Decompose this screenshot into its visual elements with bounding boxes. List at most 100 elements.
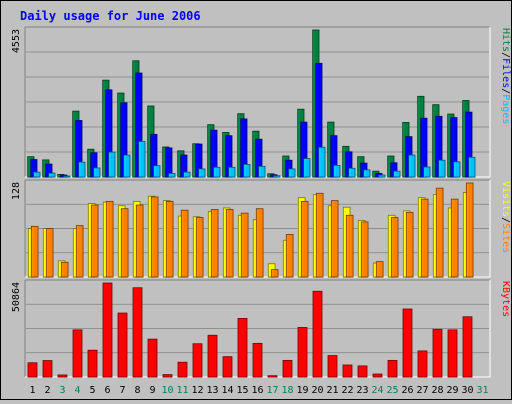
bar-sites-day-17-highlight <box>272 270 273 276</box>
x-label-day-20: 20 <box>311 385 323 396</box>
bar-visits-day-22-highlight <box>344 208 345 277</box>
x-label-day-30: 30 <box>461 385 473 396</box>
bar-sites-day-5-highlight <box>92 206 93 277</box>
bar-kbytes-day-1-highlight <box>29 363 31 376</box>
bar-pages-day-22-highlight <box>349 169 350 177</box>
bar-visits-day-2-highlight <box>44 229 45 276</box>
bar-pages-day-15-highlight <box>244 165 245 177</box>
bar-sites-day-25-highlight <box>392 218 393 276</box>
x-label-day-10: 10 <box>161 385 173 396</box>
x-label-day-9: 9 <box>149 385 155 396</box>
x-label-day-2: 2 <box>44 385 50 396</box>
bar-visits-day-23-highlight <box>359 221 360 277</box>
bar-hits-day-21-highlight <box>328 123 329 177</box>
bar-pages-day-20-highlight <box>319 148 320 177</box>
bar-kbytes-day-29-highlight <box>449 330 451 376</box>
bar-files-day-8-highlight <box>136 74 137 177</box>
bar-hits-day-1-highlight <box>28 157 29 176</box>
bar-sites-day-2-highlight <box>47 229 48 276</box>
x-label-day-12: 12 <box>191 385 203 396</box>
bar-files-day-6-highlight <box>106 90 107 176</box>
bar-hits-day-2-highlight <box>43 160 44 176</box>
bar-visits-day-30-highlight <box>464 193 465 276</box>
x-label-day-31: 31 <box>476 385 488 396</box>
bar-pages-day-12-highlight <box>199 169 200 176</box>
bar-hits-day-15-highlight <box>238 114 239 176</box>
bar-visits-day-16-highlight <box>254 220 255 276</box>
legend-item: Sites <box>500 223 511 253</box>
bar-visits-day-9-highlight <box>149 197 150 277</box>
bar-visits-day-28-highlight <box>434 195 435 276</box>
bar-pages-day-24-highlight <box>379 176 380 177</box>
bar-sites-day-27-highlight <box>422 200 423 277</box>
bar-files-day-5-highlight <box>91 153 92 176</box>
bar-files-day-14-highlight <box>226 136 227 176</box>
bar-files-day-30-highlight <box>466 113 467 177</box>
bar-visits-day-5-highlight <box>89 204 90 276</box>
bar-files-day-11-highlight <box>181 156 182 177</box>
x-label-day-18: 18 <box>281 385 293 396</box>
bar-hits-day-24-highlight <box>373 172 374 177</box>
bar-kbytes-day-28-highlight <box>434 330 436 377</box>
bar-sites-day-16-highlight <box>257 209 258 276</box>
bar-sites-day-24-highlight <box>377 262 378 276</box>
bar-kbytes-day-9-highlight <box>149 340 151 377</box>
bar-visits-day-12-highlight <box>194 217 195 276</box>
x-label-day-17: 17 <box>266 385 278 396</box>
bar-kbytes-day-2-highlight <box>44 361 46 376</box>
bar-kbytes-day-24-highlight <box>374 375 376 377</box>
x-label-day-8: 8 <box>134 385 140 396</box>
panel-visits-sites: 128 Visits/Sites <box>11 180 511 277</box>
bar-sites-day-1-highlight <box>32 227 33 277</box>
bar-files-day-21-highlight <box>331 136 332 176</box>
bar-sites-day-22-highlight <box>347 216 348 277</box>
bar-files-day-15-highlight <box>241 119 242 176</box>
bar-kbytes-day-16-highlight <box>254 344 256 377</box>
bar-sites-day-15-highlight <box>242 214 243 277</box>
bar-hits-day-29-highlight <box>448 115 449 177</box>
legend-visits-sites: Visits/Sites <box>500 181 511 253</box>
bar-hits-day-20-highlight <box>313 31 314 177</box>
bar-sites-day-30-highlight <box>467 184 468 277</box>
x-label-day-6: 6 <box>104 385 110 396</box>
bar-kbytes-day-11-highlight <box>179 363 181 377</box>
bar-hits-day-27-highlight <box>418 97 419 177</box>
bar-pages-day-19-highlight <box>304 159 305 176</box>
bar-hits-day-8-highlight <box>133 61 134 176</box>
bar-sites-day-3-highlight <box>62 263 63 277</box>
bar-kbytes-day-14-highlight <box>224 357 226 376</box>
bar-files-day-16-highlight <box>256 140 257 177</box>
bar-kbytes-day-12-highlight <box>194 344 196 376</box>
bar-hits-day-5-highlight <box>88 150 89 177</box>
bar-visits-day-18-highlight <box>284 241 285 277</box>
bar-visits-day-24-highlight <box>374 264 375 277</box>
bar-pages-day-30-highlight <box>469 158 470 177</box>
bar-files-day-20-highlight <box>316 64 317 177</box>
bar-pages-day-9-highlight <box>154 166 155 176</box>
bar-files-day-3-highlight <box>61 176 62 177</box>
x-label-day-19: 19 <box>296 385 308 396</box>
y-max-label: 4553 <box>11 29 22 53</box>
x-label-day-1: 1 <box>29 385 35 396</box>
legend-item: Hits <box>500 28 511 52</box>
x-label-day-26: 26 <box>401 385 413 396</box>
bar-hits-day-22-highlight <box>343 147 344 177</box>
bar-sites-day-8-highlight <box>137 206 138 277</box>
bar-kbytes-day-21-highlight <box>329 356 331 376</box>
x-label-day-24: 24 <box>371 385 383 396</box>
bar-sites-day-6-highlight <box>107 202 108 277</box>
bar-files-day-1-highlight <box>31 160 32 176</box>
bar-pages-day-25-highlight <box>394 172 395 177</box>
bar-hits-day-18-highlight <box>283 157 284 177</box>
bar-hits-day-12-highlight <box>193 144 194 176</box>
bar-files-day-26-highlight <box>406 137 407 176</box>
bar-hits-day-26-highlight <box>403 123 404 177</box>
bar-kbytes-day-8-highlight <box>134 288 136 376</box>
bar-visits-day-6-highlight <box>104 203 105 277</box>
bar-visits-day-29-highlight <box>449 208 450 276</box>
bar-hits-day-10-highlight <box>163 147 164 176</box>
x-label-day-29: 29 <box>446 385 458 396</box>
bar-kbytes-day-10-highlight <box>164 375 166 376</box>
y-max-label: 128 <box>11 182 22 200</box>
bar-sites-day-20-highlight <box>317 194 318 277</box>
